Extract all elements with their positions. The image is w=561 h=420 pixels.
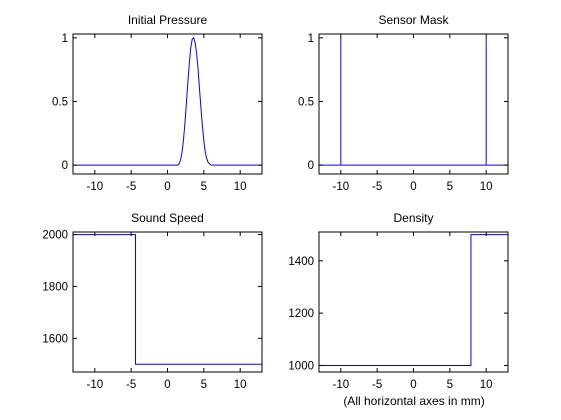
y-tick-label: 1200 <box>288 308 314 320</box>
subplot-title: Density <box>393 211 433 225</box>
x-tick-label: 5 <box>201 181 207 193</box>
x-tick-label: 5 <box>447 379 453 391</box>
x-tick-label: -5 <box>126 379 136 391</box>
x-tick-label: -5 <box>126 181 136 193</box>
subplot-title: Sound Speed <box>131 211 204 225</box>
series-line-0 <box>319 37 508 166</box>
x-tick-label: -10 <box>332 181 349 193</box>
x-tick-label: -10 <box>86 181 103 193</box>
subplot-sensor-mask: -10 -5 0 5 10 0 0.5 1 Sensor Mask <box>298 13 509 193</box>
y-tick-label: 1 <box>62 33 68 45</box>
x-tick-label: 0 <box>164 379 170 391</box>
y-tick-label: 1 <box>308 33 314 45</box>
x-tick-label: 0 <box>164 181 170 193</box>
y-tick-label: 0.5 <box>298 96 314 108</box>
series-line-0 <box>319 234 508 366</box>
x-tick-label: 10 <box>234 379 247 391</box>
y-tick-label: 0 <box>62 160 68 172</box>
subplot-sound-speed: -10 -5 0 5 10 1600 1800 2000 Sound Speed <box>42 211 263 391</box>
y-tick-label: 0 <box>308 160 314 172</box>
x-tick-label: 0 <box>410 379 416 391</box>
x-tick-label: -10 <box>332 379 349 391</box>
horizontal-axes-unit-note: (All horizontal axes in mm) <box>343 394 484 408</box>
subplot-initial-pressure: -10 -5 0 5 10 0 0.5 1 Initial Pressure <box>52 13 263 193</box>
y-tick-label: 1400 <box>288 256 314 268</box>
x-tick-label: 5 <box>201 379 207 391</box>
x-tick-label: -5 <box>372 181 382 193</box>
x-tick-label: 5 <box>447 181 453 193</box>
series-line-0 <box>73 234 262 365</box>
x-tick-label: 10 <box>480 181 493 193</box>
x-tick-label: 10 <box>234 181 247 193</box>
subplot-density: -10 -5 0 5 10 1000 1200 1400 Density <box>288 211 509 391</box>
subplot-title: Sensor Mask <box>378 13 449 27</box>
y-tick-label: 1600 <box>42 333 68 345</box>
subplot-title: Initial Pressure <box>128 13 208 27</box>
series-line-0 <box>73 36 262 166</box>
y-tick-label: 0.5 <box>52 96 68 108</box>
x-tick-label: 10 <box>480 379 493 391</box>
y-tick-label: 2000 <box>42 230 68 242</box>
x-tick-label: 0 <box>410 181 416 193</box>
x-tick-label: -10 <box>86 379 103 391</box>
y-tick-label: 1800 <box>42 281 68 293</box>
y-tick-label: 1000 <box>288 360 314 372</box>
x-tick-label: -5 <box>372 379 382 391</box>
